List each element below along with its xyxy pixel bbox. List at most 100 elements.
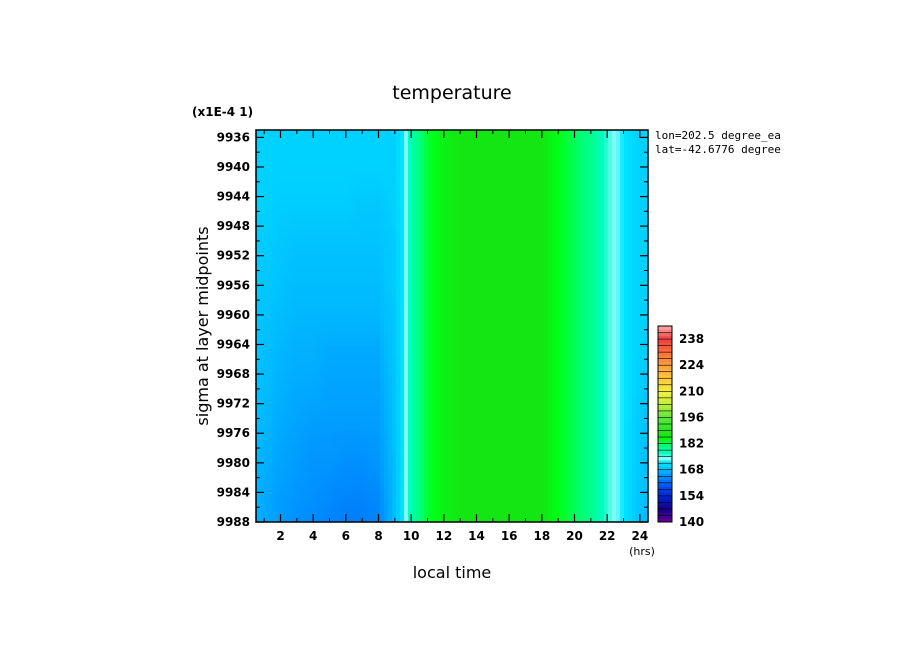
heatmap-cell (400, 186, 405, 191)
heatmap-cell (324, 142, 329, 147)
heatmap-cell (392, 318, 397, 323)
heatmap-cell (564, 278, 569, 283)
heatmap-cell (340, 206, 345, 211)
heatmap-cell (552, 302, 557, 307)
heatmap-cell (572, 254, 577, 259)
heatmap-cell (504, 186, 509, 191)
heatmap-cell (492, 326, 497, 331)
heatmap-cell (412, 214, 417, 219)
heatmap-cell (288, 314, 293, 319)
heatmap-cell (516, 154, 521, 159)
heatmap-cell (344, 298, 349, 303)
heatmap-cell (532, 262, 537, 267)
heatmap-cell (624, 258, 629, 263)
heatmap-cell (636, 150, 641, 155)
heatmap-cell (488, 278, 493, 283)
heatmap-cell (376, 278, 381, 283)
heatmap-cell (396, 150, 401, 155)
heatmap-cell (256, 190, 261, 195)
heatmap-cell (384, 130, 389, 135)
heatmap-cell (512, 170, 517, 175)
heatmap-cell (576, 210, 581, 215)
heatmap-cell (584, 146, 589, 151)
heatmap-cell (576, 258, 581, 263)
heatmap-cell (580, 286, 585, 291)
heatmap-cell (472, 158, 477, 163)
heatmap-cell (288, 150, 293, 155)
heatmap-cell (596, 154, 601, 159)
heatmap-cell (492, 282, 497, 287)
heatmap-cell (284, 330, 289, 335)
heatmap-cell (284, 154, 289, 159)
heatmap-cell (328, 322, 333, 327)
heatmap-cell (540, 278, 545, 283)
heatmap-cell (256, 166, 261, 171)
heatmap-cell (372, 234, 377, 239)
heatmap-cell (444, 138, 449, 143)
heatmap-cell (400, 266, 405, 271)
heatmap-cell (376, 310, 381, 315)
heatmap-cell (592, 202, 597, 207)
heatmap-cell (472, 294, 477, 299)
heatmap-cell (268, 206, 273, 211)
heatmap-cell (544, 298, 549, 303)
heatmap-cell (364, 270, 369, 275)
heatmap-cell (392, 230, 397, 235)
heatmap-cell (516, 326, 521, 331)
heatmap-cell (512, 182, 517, 187)
heatmap-cell (592, 150, 597, 155)
heatmap-cell (472, 266, 477, 271)
heatmap-cell (344, 250, 349, 255)
heatmap-cell (464, 138, 469, 143)
heatmap-cell (324, 246, 329, 251)
heatmap-cell (444, 234, 449, 239)
heatmap-cell (380, 266, 385, 271)
heatmap-cell (420, 234, 425, 239)
heatmap-cell (368, 274, 373, 279)
heatmap-cell (312, 258, 317, 263)
heatmap-cell (368, 146, 373, 151)
heatmap-cell (324, 138, 329, 143)
heatmap-cell (452, 166, 457, 171)
heatmap-cell (336, 302, 341, 307)
heatmap-cell (616, 218, 621, 223)
heatmap-cell (384, 246, 389, 251)
heatmap-cell (528, 230, 533, 235)
heatmap-cell (328, 278, 333, 283)
heatmap-cell (624, 238, 629, 243)
heatmap-cell (444, 130, 449, 135)
heatmap-cell (256, 206, 261, 211)
heatmap-cell (320, 314, 325, 319)
heatmap-cell (616, 226, 621, 231)
heatmap-cell (452, 246, 457, 251)
heatmap-cell (552, 142, 557, 147)
heatmap-cell (368, 150, 373, 155)
heatmap-cell (524, 214, 529, 219)
heatmap-cell (608, 250, 613, 255)
heatmap-cell (352, 150, 357, 155)
heatmap-cell (468, 202, 473, 207)
heatmap-cell (408, 138, 413, 143)
heatmap-cell (628, 238, 633, 243)
heatmap-cell (300, 142, 305, 147)
heatmap-cell (432, 246, 437, 251)
heatmap-cell (580, 190, 585, 195)
heatmap-cell (544, 286, 549, 291)
heatmap-cell (404, 234, 409, 239)
heatmap-cell (400, 158, 405, 163)
heatmap-cell (624, 158, 629, 163)
heatmap-cell (256, 158, 261, 163)
heatmap-cell (644, 202, 648, 207)
heatmap-cell (628, 206, 633, 211)
heatmap-cell (264, 170, 269, 175)
heatmap-cell (312, 222, 317, 227)
heatmap-cell (288, 166, 293, 171)
heatmap-cell (572, 150, 577, 155)
heatmap-cell (556, 254, 561, 259)
heatmap-cell (376, 298, 381, 303)
heatmap-cell (348, 278, 353, 283)
heatmap-cell (612, 234, 617, 239)
heatmap-cell (276, 326, 281, 331)
heatmap-cell (396, 158, 401, 163)
heatmap-cell (436, 322, 441, 327)
